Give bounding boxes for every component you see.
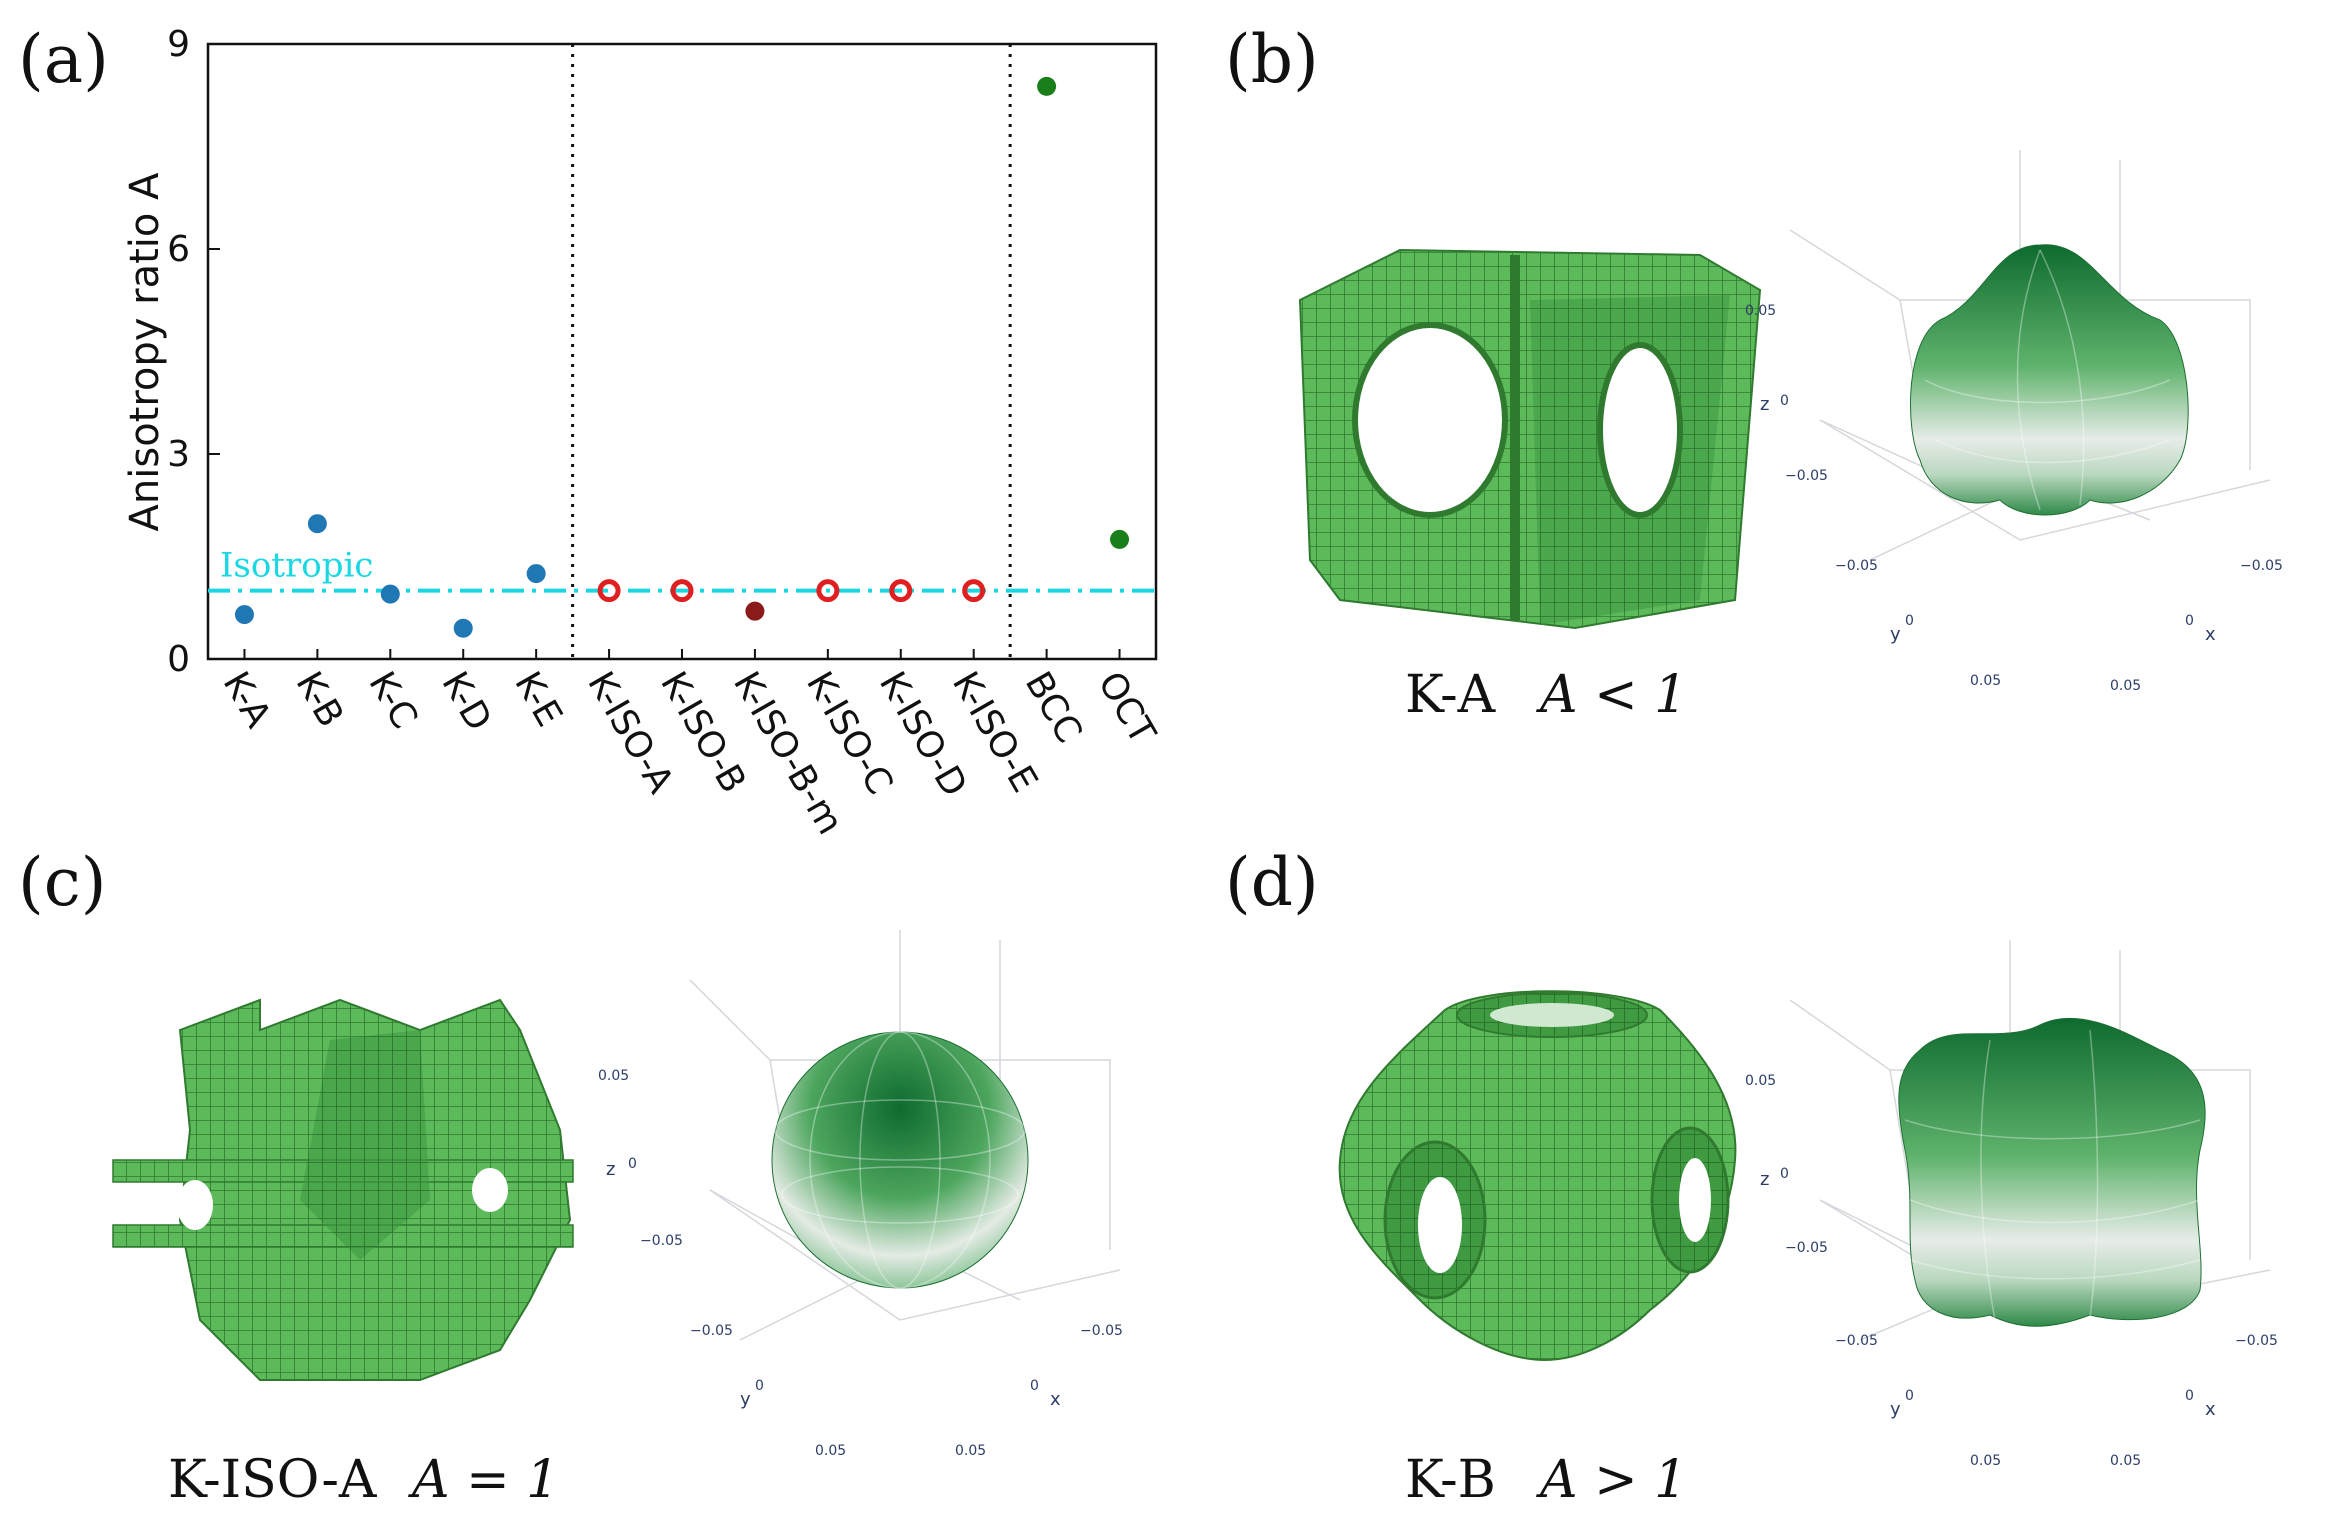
axis-z-b: z [1760, 394, 1769, 415]
tick-y-neg-d: −0.05 [1835, 1333, 1878, 1349]
data-point-k-a [234, 605, 254, 625]
axis-x-c: x [1050, 1389, 1061, 1410]
tick-x-pos-c: 0.05 [955, 1443, 986, 1459]
tick-x-pos-b: 0.05 [2110, 678, 2141, 694]
axis-y-b: y [1890, 624, 1901, 645]
tick-x-neg-c: −0.05 [1080, 1323, 1123, 1339]
data-point-k-iso-b-m [745, 601, 765, 621]
data-point-bcc [1037, 76, 1057, 96]
tick-z-zero-d: 0 [1780, 1166, 1789, 1182]
x-tick-label: K-A [215, 665, 279, 735]
tick-y-pos-d: 0.05 [1970, 1453, 2001, 1469]
tick-z-pos-d: 0.05 [1745, 1073, 1776, 1089]
tick-x-neg-b: −0.05 [2240, 558, 2283, 574]
panel-label-d: (d) [1225, 844, 1319, 921]
x-tick-label: K-D [433, 665, 499, 738]
tick-y-neg-b: −0.05 [1835, 558, 1878, 574]
tick-x-zero-c: 0 [1030, 1378, 1039, 1394]
data-point-k-d [453, 618, 473, 638]
tick-z-neg-b: −0.05 [1785, 468, 1828, 484]
data-point-k-iso-c [816, 579, 840, 603]
caption-c-name: K-ISO-A [168, 1450, 378, 1510]
lattice-k-a [1298, 248, 1762, 630]
tick-z-neg-d: −0.05 [1785, 1240, 1828, 1256]
caption-d-name: K-B [1405, 1450, 1496, 1510]
tick-y-neg-c: −0.05 [690, 1323, 733, 1339]
surface-plot-b: 0.05 z 0 −0.05 −0.05 y 0 0.05 −0.05 0 x … [1745, 150, 2283, 694]
tick-y-zero-c: 0 [755, 1378, 764, 1394]
y-tick-label: 3 [167, 434, 190, 475]
axis-z-d: z [1760, 1169, 1769, 1190]
data-point-oct [1110, 529, 1130, 549]
tick-z-zero-c: 0 [628, 1156, 637, 1172]
y-tick-label: 6 [167, 229, 190, 270]
x-tick-label: K-E [506, 665, 569, 734]
y-tick-label: 9 [167, 24, 190, 65]
data-point-k-iso-d [889, 579, 913, 603]
tick-z-pos-b: 0.05 [1745, 303, 1776, 319]
tick-z-zero-b: 0 [1780, 393, 1789, 409]
axis-x-d: x [2205, 1399, 2216, 1420]
panel-label-a: (a) [18, 21, 109, 98]
x-axis-categories: K-A K-B K-C K-D K-E K-ISO-AK-ISO-BK-ISO-B-mK-… [215, 649, 1164, 841]
tick-z-pos-c: 0.05 [598, 1068, 629, 1084]
tick-y-zero-b: 0 [1905, 613, 1914, 629]
group-separators [571, 44, 1012, 659]
surface-plot-d: 0.05 z 0 −0.05 −0.05 y 0 0.05 −0.05 0 x … [1745, 940, 2278, 1469]
tick-y-zero-d: 0 [1905, 1388, 1914, 1404]
caption-d-condition: A > 1 [1536, 1450, 1687, 1510]
tick-x-neg-d: −0.05 [2235, 1333, 2278, 1349]
data-point-k-iso-e [962, 579, 986, 603]
isotropic-label: Isotropic [220, 546, 373, 586]
tick-y-pos-b: 0.05 [1970, 673, 2001, 689]
y-axis-label: Anisotropy ratio A [122, 172, 168, 532]
caption-c-condition: A = 1 [408, 1450, 559, 1510]
lattice-k-iso-a [112, 998, 574, 1381]
y-axis-ticks: 0 3 6 9 [167, 24, 220, 680]
axis-z-c: z [606, 1159, 615, 1180]
x-tick-label: BCC [1017, 665, 1090, 750]
panel-label-c: (c) [18, 844, 106, 921]
x-tick-label: K-B [288, 665, 352, 734]
caption-b-condition: A < 1 [1536, 665, 1687, 725]
surface-plot-c: 0.05 z 0 −0.05 −0.05 y 0 0.05 −0.05 0 x … [598, 930, 1123, 1459]
x-tick-label: K-C [361, 665, 425, 736]
data-point-k-b [307, 514, 327, 534]
data-point-k-e [526, 564, 546, 584]
isotropic-reference-line: Isotropic [208, 546, 1156, 593]
tick-x-zero-b: 0 [2185, 613, 2194, 629]
tick-x-zero-d: 0 [2185, 1388, 2194, 1404]
lattice-k-b [1338, 990, 1737, 1362]
data-point-k-iso-a [597, 579, 621, 603]
y-tick-label: 0 [167, 639, 190, 680]
panel-label-b: (b) [1225, 21, 1319, 98]
tick-y-pos-c: 0.05 [815, 1443, 846, 1459]
tick-x-pos-d: 0.05 [2110, 1453, 2141, 1469]
axis-x-b: x [2205, 624, 2216, 645]
data-point-k-iso-b [670, 579, 694, 603]
axis-y-c: y [740, 1389, 751, 1410]
caption-b-name: K-A [1405, 665, 1497, 725]
data-point-k-c [380, 584, 400, 604]
axis-y-d: y [1890, 1399, 1901, 1420]
tick-z-neg-c: −0.05 [640, 1233, 683, 1249]
x-tick-label: OCT [1090, 665, 1164, 752]
anisotropy-chart: 0 3 6 9 Isotropic K-A K-B K-C K-D K-E K-ISO-AK-I… [122, 24, 1163, 841]
data-points [234, 76, 1130, 638]
